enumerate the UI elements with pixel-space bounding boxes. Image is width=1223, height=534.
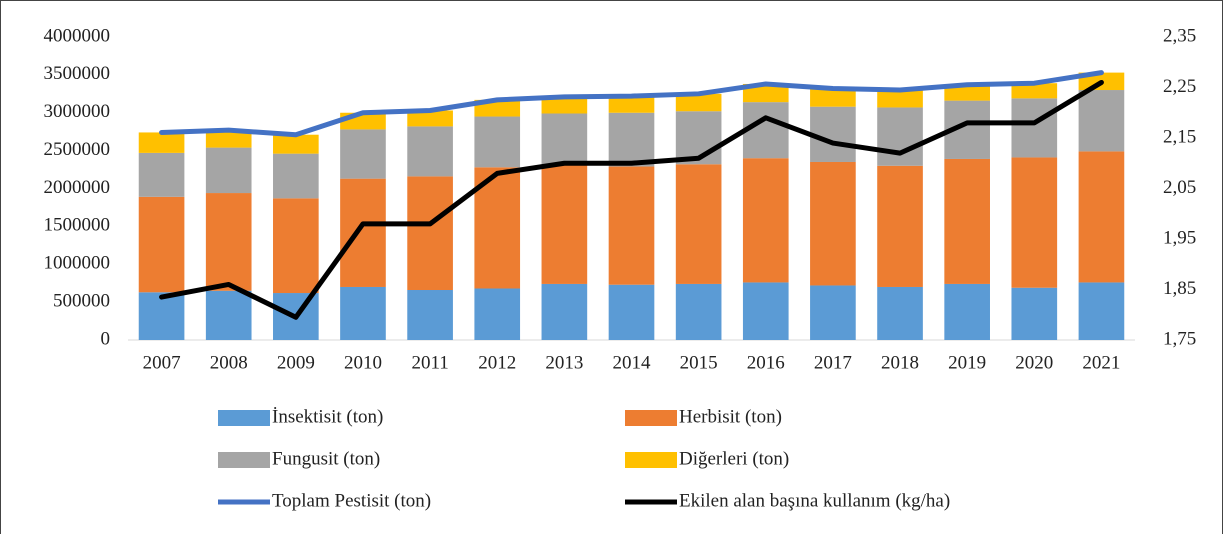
bar — [1011, 98, 1058, 158]
bar — [944, 84, 990, 101]
bar — [541, 113, 588, 166]
x-tick-label: 2018 — [881, 352, 919, 373]
x-tick-label: 2016 — [747, 352, 785, 373]
bar — [407, 176, 453, 291]
bar — [474, 116, 521, 168]
bar — [944, 283, 990, 340]
y2-tick-label: 1,75 — [1163, 328, 1196, 349]
bar — [877, 90, 923, 108]
bar — [742, 102, 789, 159]
bar — [205, 130, 252, 148]
bar — [205, 147, 252, 194]
bar — [407, 126, 453, 177]
bar — [742, 83, 789, 103]
bar — [205, 193, 252, 291]
x-tick-label: 2021 — [1082, 352, 1120, 373]
y-tick-label: 2500000 — [44, 139, 111, 160]
x-tick-label: 2020 — [1015, 352, 1053, 373]
bar — [742, 282, 789, 340]
bar — [138, 196, 185, 293]
y2-tick-label: 1,95 — [1163, 227, 1196, 248]
y2-tick-label: 2,05 — [1163, 177, 1196, 198]
bar — [205, 290, 252, 340]
bar — [138, 132, 185, 153]
y-tick-label: 3500000 — [44, 63, 111, 84]
bar — [340, 286, 386, 340]
bar — [1011, 287, 1058, 340]
x-tick-label: 2012 — [478, 352, 516, 373]
bar — [474, 288, 521, 340]
y-tick-label: 4000000 — [44, 25, 111, 46]
y2-tick-label: 2,25 — [1163, 76, 1196, 97]
bar — [340, 129, 386, 179]
bar — [810, 106, 856, 162]
legend-swatch — [625, 452, 677, 468]
bar — [1078, 90, 1125, 152]
y-tick-label: 2000000 — [44, 177, 111, 198]
bar — [541, 283, 588, 340]
legend-swatch — [625, 410, 677, 426]
x-tick-label: 2019 — [948, 352, 986, 373]
legend-label: Fungusit (ton) — [272, 448, 380, 469]
bar — [810, 88, 856, 107]
bar — [608, 166, 655, 285]
bar — [541, 165, 588, 284]
bar — [541, 96, 588, 114]
bar — [138, 292, 185, 340]
y-tick-label: 3000000 — [44, 101, 111, 122]
x-tick-label: 2011 — [411, 352, 448, 373]
bar — [675, 164, 722, 284]
bar — [273, 198, 319, 294]
legend-swatch — [218, 452, 270, 468]
y-tick-label: 500000 — [53, 290, 110, 311]
bar — [877, 286, 923, 340]
bar — [810, 161, 856, 286]
bar — [810, 285, 856, 340]
x-tick-label: 2014 — [613, 352, 652, 373]
bar — [1078, 151, 1125, 283]
legend-label: İnsektisit (ton) — [272, 406, 383, 427]
bar — [273, 134, 319, 154]
legend-swatch — [218, 410, 270, 426]
bar — [608, 112, 655, 167]
bar — [742, 158, 789, 283]
bar — [407, 290, 453, 340]
x-tick-label: 2017 — [814, 352, 852, 373]
bar — [675, 283, 722, 340]
x-tick-label: 2008 — [210, 352, 248, 373]
x-tick-label: 2009 — [277, 352, 315, 373]
bar — [877, 107, 923, 166]
bar — [407, 110, 453, 127]
y2-tick-label: 2,15 — [1163, 126, 1196, 147]
y-tick-label: 0 — [101, 328, 111, 349]
x-tick-label: 2007 — [143, 352, 181, 373]
y2-tick-label: 1,85 — [1163, 278, 1196, 299]
line — [159, 70, 1104, 138]
legend-label: Ekilen alan başına kullanım (kg/ha) — [679, 490, 950, 511]
bar — [675, 93, 722, 112]
bar — [1011, 83, 1058, 99]
legend-label: Toplam Pestisit (ton) — [272, 490, 431, 511]
x-tick-label: 2010 — [344, 352, 382, 373]
bar — [608, 284, 655, 340]
bar — [944, 158, 990, 284]
x-tick-label: 2013 — [545, 352, 583, 373]
y-tick-label: 1500000 — [44, 215, 111, 236]
bar — [273, 153, 319, 199]
bar — [340, 178, 386, 287]
y-tick-label: 1000000 — [44, 253, 111, 274]
legend-label: Herbisit (ton) — [679, 406, 782, 427]
x-tick-label: 2015 — [680, 352, 718, 373]
y2-tick-label: 2,35 — [1163, 25, 1196, 46]
legend-label: Diğerleri (ton) — [679, 448, 789, 469]
bar — [1011, 157, 1058, 288]
bar — [608, 96, 655, 113]
bar — [877, 165, 923, 287]
line — [159, 79, 1104, 320]
bar — [1078, 282, 1125, 340]
bar — [138, 152, 185, 197]
